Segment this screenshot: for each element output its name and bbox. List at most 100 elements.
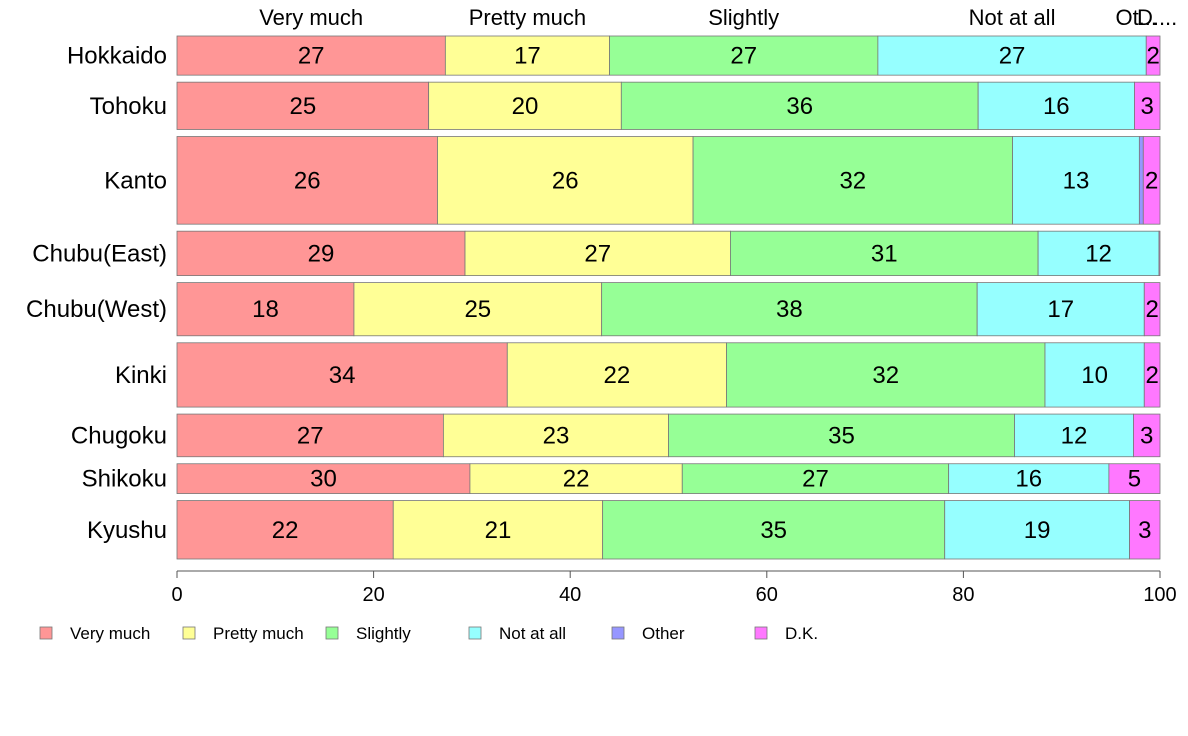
bar-segment-chubu-east-not-at-all xyxy=(1037,230,1160,276)
data-label-shikoku-slightly: 27 xyxy=(802,466,829,493)
category-label-chugoku: Chugoku xyxy=(71,422,167,449)
bar-segment-kanto-very-much xyxy=(176,136,438,225)
bar-segment-hokkaido-not-at-all xyxy=(877,35,1147,76)
bar-segment-chugoku-very-much xyxy=(176,413,444,458)
bar-segment-kinki-very-much xyxy=(176,342,508,408)
data-label-hokkaido-slightly: 27 xyxy=(730,43,757,70)
data-label-chubu-east-pretty-much: 27 xyxy=(584,240,611,267)
category-label-tohoku: Tohoku xyxy=(90,93,167,120)
data-label-chugoku-very-much: 27 xyxy=(297,422,324,449)
x-tick-label-20: 20 xyxy=(362,584,384,606)
x-tick-label-60: 60 xyxy=(756,584,778,606)
legend-label-other: Other xyxy=(642,624,685,643)
data-label-shikoku-d-k: 5 xyxy=(1128,466,1141,493)
bar-segment-kinki-slightly xyxy=(726,342,1046,408)
column-header-ot: Ot... xyxy=(1115,5,1157,30)
data-label-kanto-d-k: 2 xyxy=(1145,167,1158,194)
data-label-kyushu-very-much: 22 xyxy=(272,517,299,544)
category-label-hokkaido: Hokkaido xyxy=(67,43,167,70)
bar-segment-chubu-west-slightly xyxy=(601,282,978,337)
bar-segment-kanto-d-k xyxy=(1142,136,1161,225)
data-label-kanto-very-much: 26 xyxy=(294,167,321,194)
data-label-hokkaido-d-k: 2 xyxy=(1146,43,1159,70)
legend-swatch-other xyxy=(611,626,625,640)
column-header-very-much: Very much xyxy=(259,5,363,30)
data-label-hokkaido-not-at-all: 27 xyxy=(999,43,1026,70)
data-label-kanto-pretty-much: 26 xyxy=(552,167,579,194)
legend-swatch-slightly xyxy=(325,626,339,640)
category-label-kyushu: Kyushu xyxy=(87,517,167,544)
data-label-kanto-not-at-all: 13 xyxy=(1063,167,1090,194)
legend-swatch-d-k xyxy=(754,626,768,640)
data-label-kyushu-d-k: 3 xyxy=(1138,517,1151,544)
column-header-not-at-all: Not at all xyxy=(969,5,1056,30)
data-label-chubu-west-slightly: 38 xyxy=(776,296,803,323)
data-label-chugoku-slightly: 35 xyxy=(828,422,855,449)
data-label-tohoku-slightly: 36 xyxy=(786,93,813,120)
category-label-kinki: Kinki xyxy=(115,362,167,389)
bar-segment-hokkaido-pretty-much xyxy=(444,35,610,76)
legend-label-not-at-all: Not at all xyxy=(499,624,566,643)
bar-segment-hokkaido-slightly xyxy=(609,35,879,76)
bar-segment-kanto-other xyxy=(1138,136,1144,225)
data-label-kyushu-slightly: 35 xyxy=(760,517,787,544)
data-label-kinki-not-at-all: 10 xyxy=(1081,362,1108,389)
x-tick-label-40: 40 xyxy=(559,584,581,606)
bar-segment-kyushu-very-much xyxy=(176,500,394,560)
bar-segment-kyushu-slightly xyxy=(602,500,946,560)
x-tick-label-80: 80 xyxy=(952,584,974,606)
bar-segment-tohoku-slightly xyxy=(620,81,979,130)
bar-segment-tohoku-not-at-all xyxy=(977,81,1135,130)
category-label-kanto: Kanto xyxy=(104,167,167,194)
data-label-kinki-d-k: 2 xyxy=(1145,362,1158,389)
bar-segment-tohoku-pretty-much xyxy=(428,81,622,130)
bar-segment-chubu-west-not-at-all xyxy=(976,282,1145,337)
data-label-kinki-slightly: 32 xyxy=(872,362,899,389)
legend-label-d-k: D.K. xyxy=(785,624,818,643)
data-label-tohoku-very-much: 25 xyxy=(289,93,316,120)
bar-segment-hokkaido-d-k xyxy=(1145,35,1161,76)
data-label-chubu-west-very-much: 18 xyxy=(252,296,279,323)
bar-segment-kyushu-pretty-much xyxy=(392,500,604,560)
data-label-kyushu-pretty-much: 21 xyxy=(485,517,512,544)
bar-segment-kanto-pretty-much xyxy=(437,136,694,225)
data-label-hokkaido-very-much: 27 xyxy=(298,43,325,70)
data-label-shikoku-pretty-much: 22 xyxy=(563,466,590,493)
data-label-chubu-west-not-at-all: 17 xyxy=(1047,296,1074,323)
bar-segment-shikoku-pretty-much xyxy=(469,463,683,494)
legend-swatch-very-much xyxy=(39,626,53,640)
data-label-chubu-east-not-at-all: 12 xyxy=(1085,240,1112,267)
bar-segment-chubu-east-d-k xyxy=(1158,230,1161,276)
column-header-pretty-much: Pretty much xyxy=(469,5,586,30)
category-label-chubu-west: Chubu(West) xyxy=(26,296,167,323)
bar-segment-shikoku-very-much xyxy=(176,463,471,494)
data-label-tohoku-pretty-much: 20 xyxy=(512,93,539,120)
category-label-shikoku: Shikoku xyxy=(82,466,167,493)
bar-segment-chugoku-d-k xyxy=(1133,413,1161,458)
column-header-slightly: Slightly xyxy=(708,5,779,30)
bar-segment-shikoku-slightly xyxy=(681,463,950,494)
bar-segment-kinki-pretty-much xyxy=(506,342,727,408)
bar-segment-chugoku-not-at-all xyxy=(1014,413,1134,458)
data-label-chubu-east-very-much: 29 xyxy=(308,240,335,267)
bar-segment-chubu-east-very-much xyxy=(176,230,466,276)
bar-segment-kyushu-d-k xyxy=(1129,500,1161,560)
bar-segment-kinki-not-at-all xyxy=(1044,342,1145,408)
data-label-chubu-west-d-k: 2 xyxy=(1145,296,1158,323)
bar-segment-tohoku-very-much xyxy=(176,81,430,130)
data-label-kinki-pretty-much: 22 xyxy=(604,362,631,389)
bar-segment-chubu-west-d-k xyxy=(1143,282,1161,337)
data-label-hokkaido-pretty-much: 17 xyxy=(514,43,541,70)
data-label-tohoku-not-at-all: 16 xyxy=(1043,93,1070,120)
data-label-chugoku-pretty-much: 23 xyxy=(543,422,570,449)
data-label-chubu-west-pretty-much: 25 xyxy=(464,296,491,323)
data-label-kinki-very-much: 34 xyxy=(329,362,356,389)
data-label-chugoku-not-at-all: 12 xyxy=(1061,422,1088,449)
data-label-tohoku-d-k: 3 xyxy=(1141,93,1154,120)
data-label-kyushu-not-at-all: 19 xyxy=(1024,517,1051,544)
bar-segment-kanto-slightly xyxy=(692,136,1013,225)
x-tick-label-100: 100 xyxy=(1143,584,1176,606)
data-label-shikoku-very-much: 30 xyxy=(310,466,337,493)
category-label-chubu-east: Chubu(East) xyxy=(32,240,167,267)
